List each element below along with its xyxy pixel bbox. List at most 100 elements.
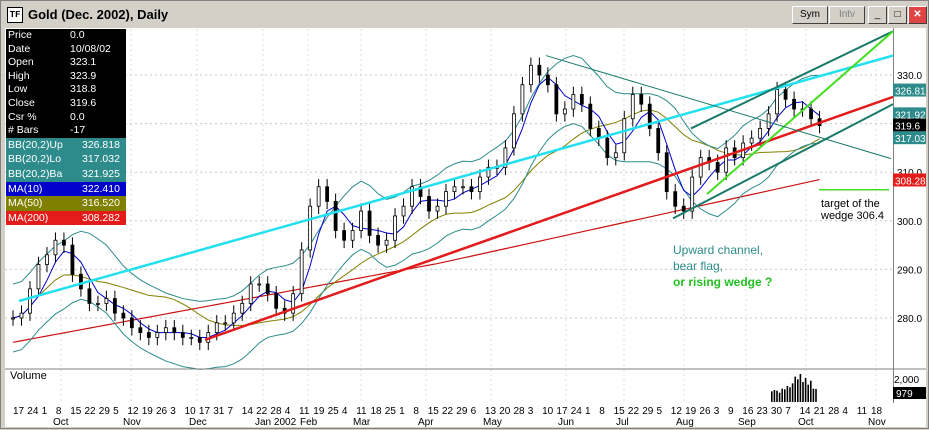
window-title: Gold (Dec. 2002), Daily xyxy=(28,7,169,22)
candle-body xyxy=(265,283,270,295)
candle-body xyxy=(427,196,431,212)
minimize-button[interactable]: _ xyxy=(868,6,887,24)
info-row-price: Price 0.0 xyxy=(6,29,126,43)
volume-bar xyxy=(784,389,786,402)
date-tick-label: 5 xyxy=(657,406,663,417)
indicator-value: 322.410 xyxy=(82,182,120,195)
indicator-row: MA(10) 322.410 xyxy=(6,181,126,197)
candle-body xyxy=(528,64,533,86)
month-tick-label: Feb xyxy=(300,417,318,428)
channel-lower-line xyxy=(672,103,894,220)
volume-top-tick: 2,000 xyxy=(894,375,919,386)
month-tick-label: Mar xyxy=(353,417,371,428)
date-tick-label: 7 xyxy=(228,406,234,417)
candle-body xyxy=(36,264,41,290)
candle-body xyxy=(469,186,474,193)
title-bar[interactable]: TF Gold (Dec. 2002), Daily Sym Intv _ □ … xyxy=(2,2,927,28)
info-row-high: High 323.9 xyxy=(6,70,126,84)
date-tick-label: 25 xyxy=(385,406,397,417)
month-tick-label: Nov xyxy=(868,417,886,428)
month-tick-label: Oct xyxy=(798,417,814,428)
info-value: 0.0 xyxy=(70,29,85,41)
volume-bar xyxy=(771,391,773,402)
channel-annotation-line2: bear flag, xyxy=(673,259,724,273)
price-label-text: 317.03 xyxy=(895,134,926,145)
volume-bar xyxy=(789,387,791,402)
indicator-row: MA(50) 316.520 xyxy=(6,196,126,211)
info-value: 10/08/02 xyxy=(70,42,111,55)
date-tick-label: 16 xyxy=(742,406,754,417)
month-tick-label: Jun xyxy=(558,417,574,428)
date-tick-label: 8 xyxy=(56,406,62,417)
candle-body xyxy=(418,186,423,197)
date-tick-label: 25 xyxy=(328,406,340,417)
candle-body xyxy=(214,322,219,333)
volume-bar xyxy=(778,392,781,402)
candle-body xyxy=(274,293,279,309)
close-button[interactable]: ✕ xyxy=(908,6,927,24)
channel-annotation-line1: Upward channel, xyxy=(673,243,764,257)
info-row-low: Low 318.8 xyxy=(6,83,126,97)
indicator-value: 317.032 xyxy=(82,153,120,166)
date-tick-label: 17 xyxy=(13,406,25,417)
volume-bar xyxy=(799,374,802,402)
volume-bar xyxy=(807,384,809,402)
date-tick-label: 22 xyxy=(256,406,268,417)
ma10-line xyxy=(12,76,820,338)
channel-annotation-line3: or rising wedge ? xyxy=(673,275,773,289)
info-label: Price xyxy=(8,29,32,41)
candle-body xyxy=(613,152,618,159)
date-tick-label: 23 xyxy=(757,406,769,417)
info-label: Csr % xyxy=(8,110,37,123)
date-tick-label: 19 xyxy=(142,406,154,417)
date-tick-label: 18 xyxy=(871,406,883,417)
date-tick-label: 1 xyxy=(399,406,405,417)
candle-body xyxy=(96,303,100,305)
candle-body xyxy=(588,103,593,129)
date-tick-label: 3 xyxy=(528,406,534,417)
candle-body xyxy=(28,288,32,314)
sym-button[interactable]: Sym xyxy=(792,6,828,24)
candle-body xyxy=(231,312,236,324)
info-row-csr-: Csr % 0.0 xyxy=(6,111,126,125)
info-label: Open xyxy=(8,56,34,69)
info-label: Low xyxy=(8,83,28,96)
candle-body xyxy=(333,200,338,231)
candle-body xyxy=(248,283,253,304)
info-row-close: Close 319.6 xyxy=(6,97,126,111)
volume-bar xyxy=(802,382,804,402)
candle-body xyxy=(639,94,644,105)
volume-bar xyxy=(791,383,794,402)
date-tick-label: 19 xyxy=(313,406,325,417)
date-tick-label: 24 xyxy=(27,406,39,417)
volume-bar xyxy=(797,379,799,402)
price-tick-label: 300.0 xyxy=(897,217,922,228)
candle-body xyxy=(809,108,813,120)
date-tick-label: 30 xyxy=(771,406,783,417)
candle-body xyxy=(512,113,516,149)
candle-body xyxy=(129,317,134,329)
month-tick-label: Nov xyxy=(123,417,141,428)
candle-body xyxy=(53,239,58,256)
downtrend-line xyxy=(545,55,892,160)
candle-body xyxy=(537,64,542,76)
candle-body xyxy=(715,162,720,173)
info-label: # Bars xyxy=(8,124,39,137)
candle-body xyxy=(291,293,296,314)
candle-body xyxy=(401,205,406,217)
candle-body xyxy=(410,186,414,207)
volume-current-box xyxy=(893,387,926,399)
maximize-button[interactable]: □ xyxy=(888,6,907,24)
candle-body xyxy=(681,205,686,212)
price-label-box xyxy=(893,83,926,97)
date-tick-label: 8 xyxy=(413,406,419,417)
info-label: High xyxy=(8,69,30,82)
info-value: 323.1 xyxy=(70,56,97,69)
indicator-row: MA(200) 308.282 xyxy=(6,210,126,226)
volume-current-text: 979 xyxy=(896,389,913,400)
chart-plot-area[interactable] xyxy=(5,28,893,403)
month-tick-label: Aug xyxy=(676,417,694,428)
date-tick-label: 1 xyxy=(585,406,591,417)
intv-button[interactable]: Intv xyxy=(829,6,865,24)
candle-body xyxy=(189,337,194,339)
